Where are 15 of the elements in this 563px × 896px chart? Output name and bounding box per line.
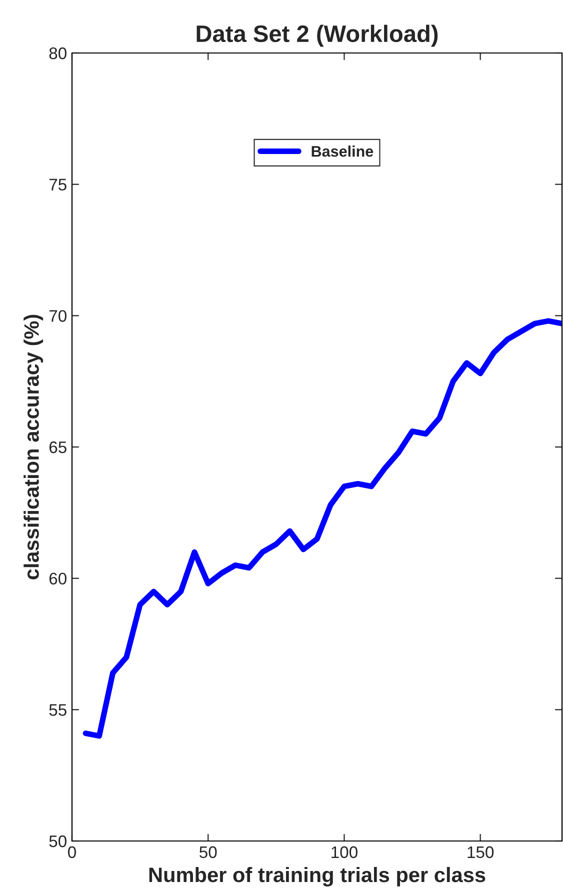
y-tick-label: 60 xyxy=(49,572,66,585)
chart-title: Data Set 2 (Workload) xyxy=(196,24,438,47)
x-tick-label: 150 xyxy=(468,846,494,858)
y-tick-label: 75 xyxy=(49,178,66,191)
y-tick-label: 70 xyxy=(49,310,66,322)
x-tick-label: 0 xyxy=(68,846,76,858)
x-tick-label: 100 xyxy=(332,846,358,858)
x-tick-label: 50 xyxy=(200,846,217,858)
y-tick-label: 80 xyxy=(49,47,66,60)
x-axis-title: Number of training trials per class xyxy=(149,866,486,886)
y-axis-title: classification accuracy (%) xyxy=(24,314,44,580)
y-tick-label: 50 xyxy=(49,835,66,848)
y-tick-label: 65 xyxy=(49,441,66,454)
y-tick-label: 55 xyxy=(49,704,66,716)
legend-label: Baseline xyxy=(312,146,374,157)
